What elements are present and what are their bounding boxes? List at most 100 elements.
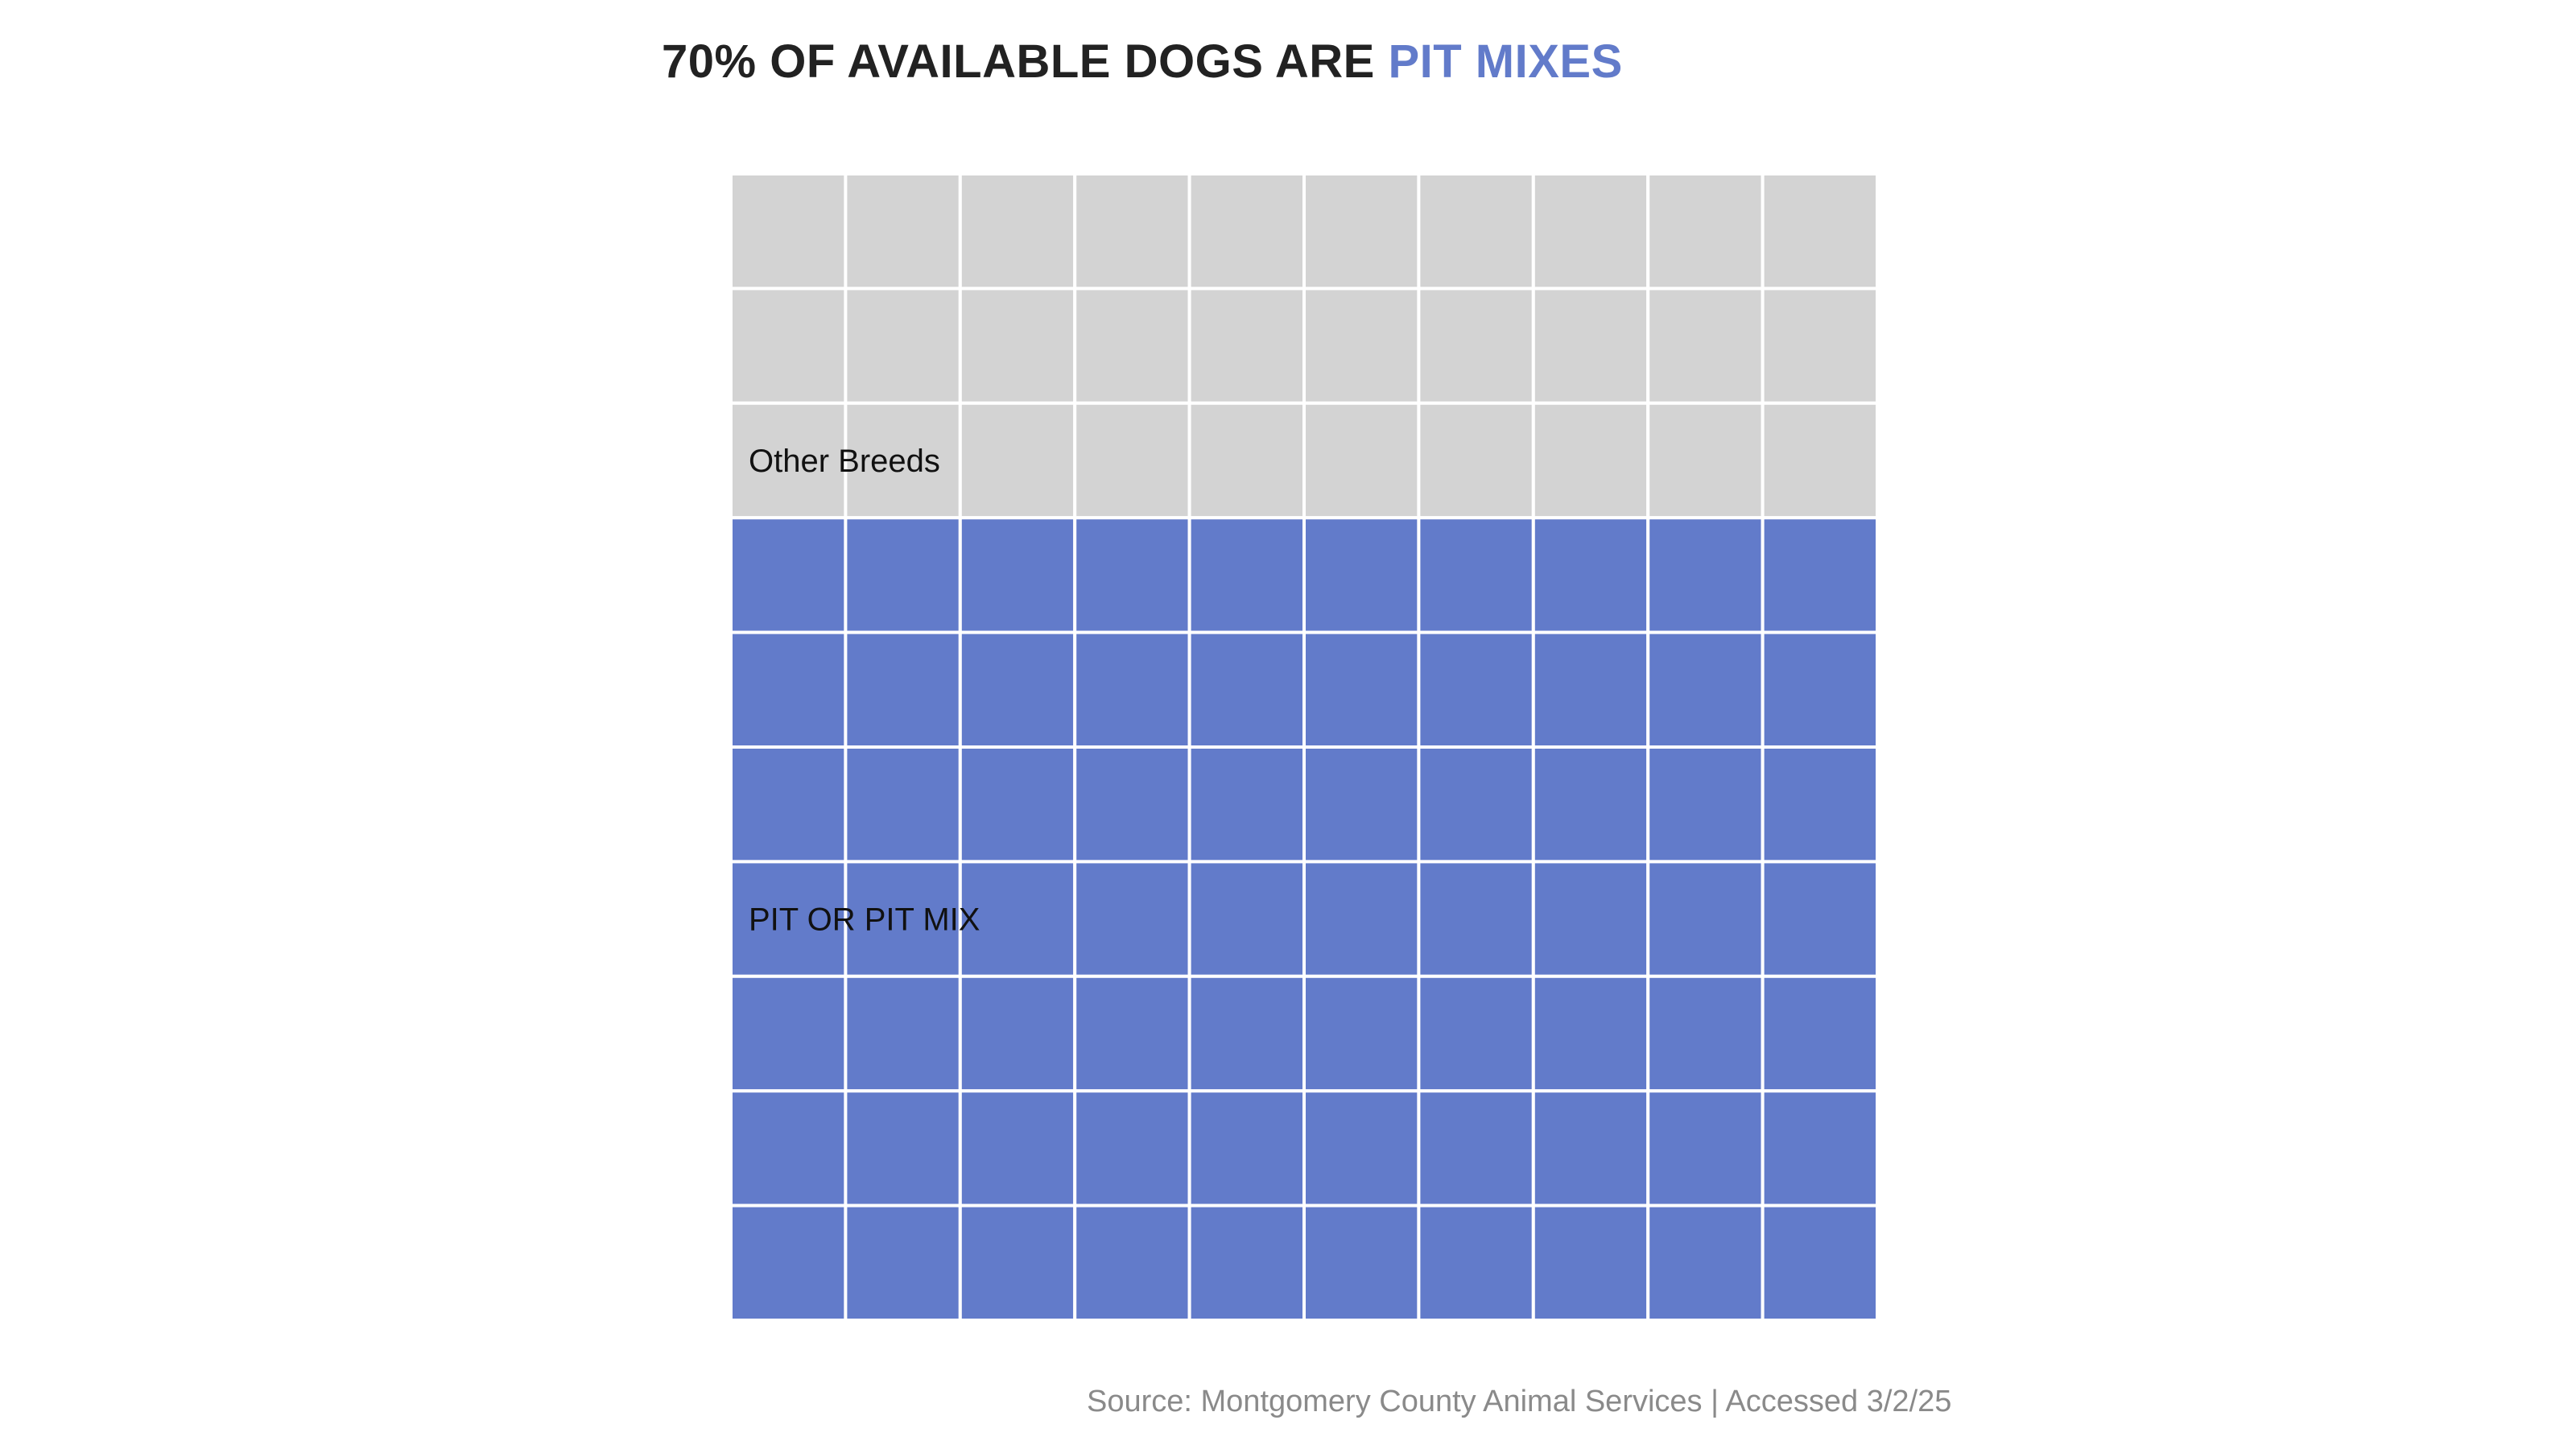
waffle-cell bbox=[1531, 1089, 1650, 1208]
series-label: Other Breeds bbox=[749, 444, 940, 479]
waffle-cell bbox=[729, 974, 848, 1093]
waffle-cell bbox=[1417, 516, 1535, 634]
waffle-cell bbox=[958, 1089, 1077, 1208]
waffle-cell bbox=[1531, 401, 1650, 520]
waffle-cell bbox=[1302, 401, 1421, 520]
waffle-cell bbox=[1531, 1203, 1650, 1322]
waffle-cell bbox=[1417, 172, 1535, 291]
waffle-cell bbox=[729, 516, 848, 634]
waffle-cell bbox=[1302, 1089, 1421, 1208]
waffle-cell bbox=[1417, 1089, 1535, 1208]
waffle-cell bbox=[1187, 172, 1306, 291]
waffle-cell bbox=[1073, 630, 1191, 749]
waffle-cell bbox=[844, 172, 962, 291]
waffle-cell bbox=[844, 1089, 962, 1208]
chart-title: 70% OF AVAILABLE DOGS ARE PIT MIXES bbox=[662, 39, 1623, 85]
waffle-cell bbox=[1417, 287, 1535, 405]
waffle-cell bbox=[1417, 401, 1535, 520]
waffle-cell bbox=[1531, 745, 1650, 864]
waffle-cell bbox=[1073, 516, 1191, 634]
waffle-cell bbox=[1531, 630, 1650, 749]
waffle-cell bbox=[1761, 516, 1880, 634]
waffle-cell bbox=[1302, 172, 1421, 291]
waffle-cell bbox=[1073, 860, 1191, 978]
source-note: Source: Montgomery County Animal Service… bbox=[1087, 1385, 1952, 1418]
waffle-cell bbox=[1302, 287, 1421, 405]
series-label: PIT OR PIT MIX bbox=[749, 902, 980, 938]
waffle-cell bbox=[729, 1089, 848, 1208]
waffle-cell bbox=[958, 745, 1077, 864]
waffle-cell bbox=[1417, 630, 1535, 749]
waffle-cells bbox=[729, 172, 1880, 1322]
waffle-cell bbox=[844, 745, 962, 864]
waffle-cell bbox=[1761, 1089, 1880, 1208]
waffle-cell bbox=[844, 630, 962, 749]
waffle-cell bbox=[1531, 860, 1650, 978]
waffle-cell bbox=[1302, 1203, 1421, 1322]
waffle-cell bbox=[1646, 974, 1765, 1093]
chart-title-prefix: 70% OF AVAILABLE DOGS ARE bbox=[662, 35, 1389, 88]
waffle-cell bbox=[1187, 1089, 1306, 1208]
chart-title-highlight: PIT MIXES bbox=[1388, 35, 1623, 88]
waffle-cell bbox=[1761, 1203, 1880, 1322]
waffle-cell bbox=[1187, 860, 1306, 978]
waffle-cell bbox=[1646, 401, 1765, 520]
waffle-cell bbox=[1073, 172, 1191, 291]
waffle-cell bbox=[1417, 974, 1535, 1093]
waffle-cell bbox=[1646, 516, 1765, 634]
waffle-cell bbox=[1646, 745, 1765, 864]
waffle-cell bbox=[1761, 860, 1880, 978]
waffle-cell bbox=[1531, 974, 1650, 1093]
waffle-cell bbox=[844, 1203, 962, 1322]
waffle-cell bbox=[844, 287, 962, 405]
waffle-cell bbox=[1417, 860, 1535, 978]
waffle-cell bbox=[958, 860, 1077, 978]
waffle-cell bbox=[1073, 401, 1191, 520]
waffle-cell bbox=[958, 287, 1077, 405]
waffle-cell bbox=[1417, 745, 1535, 864]
waffle-cell bbox=[729, 172, 848, 291]
waffle-cell bbox=[1646, 1203, 1765, 1322]
waffle-cell bbox=[1302, 745, 1421, 864]
waffle-cell bbox=[1761, 172, 1880, 291]
waffle-cell bbox=[1187, 974, 1306, 1093]
waffle-cell bbox=[958, 1203, 1077, 1322]
waffle-cell bbox=[1646, 860, 1765, 978]
waffle-cell bbox=[1761, 401, 1880, 520]
waffle-cell bbox=[958, 172, 1077, 291]
waffle-cell bbox=[1073, 974, 1191, 1093]
waffle-cell bbox=[1073, 745, 1191, 864]
waffle-cell bbox=[1302, 630, 1421, 749]
waffle-cell bbox=[1073, 287, 1191, 405]
waffle-cell bbox=[1646, 1089, 1765, 1208]
waffle-cell bbox=[729, 745, 848, 864]
waffle-cell bbox=[1646, 287, 1765, 405]
waffle-cell bbox=[1761, 745, 1880, 864]
waffle-cell bbox=[958, 630, 1077, 749]
waffle-cell bbox=[1761, 974, 1880, 1093]
waffle-cell bbox=[1417, 1203, 1535, 1322]
waffle-cell bbox=[1187, 1203, 1306, 1322]
waffle-labels: Other Breeds PIT OR PIT MIX bbox=[749, 444, 980, 938]
waffle-cell bbox=[1073, 1089, 1191, 1208]
waffle-cell bbox=[729, 287, 848, 405]
waffle-cell bbox=[1531, 172, 1650, 291]
waffle-cell bbox=[1646, 630, 1765, 749]
waffle-cell bbox=[729, 1203, 848, 1322]
waffle-cell bbox=[1187, 287, 1306, 405]
waffle-cell bbox=[958, 401, 1077, 520]
waffle-cell bbox=[1187, 745, 1306, 864]
waffle-cell bbox=[1187, 630, 1306, 749]
waffle-cell bbox=[844, 974, 962, 1093]
waffle-cell bbox=[1531, 516, 1650, 634]
waffle-cell bbox=[958, 974, 1077, 1093]
waffle-cell bbox=[958, 516, 1077, 634]
waffle-cell bbox=[1187, 516, 1306, 634]
waffle-cell bbox=[1302, 974, 1421, 1093]
waffle-cell bbox=[1302, 516, 1421, 634]
waffle-cell bbox=[1073, 1203, 1191, 1322]
waffle-cell bbox=[1646, 172, 1765, 291]
waffle-cell bbox=[1302, 860, 1421, 978]
waffle-cell bbox=[844, 516, 962, 634]
